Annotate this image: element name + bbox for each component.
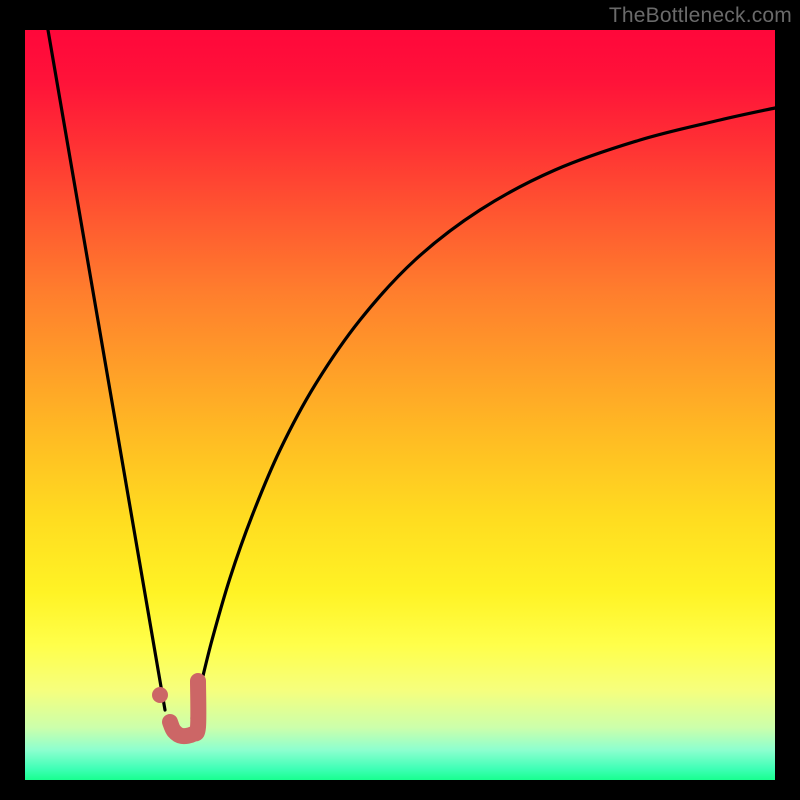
watermark-label: TheBottleneck.com (609, 4, 792, 28)
bottleneck-chart (0, 0, 800, 800)
chart-frame: TheBottleneck.com (0, 0, 800, 800)
valley-marker-dot (152, 687, 168, 703)
gradient-background (25, 30, 775, 780)
